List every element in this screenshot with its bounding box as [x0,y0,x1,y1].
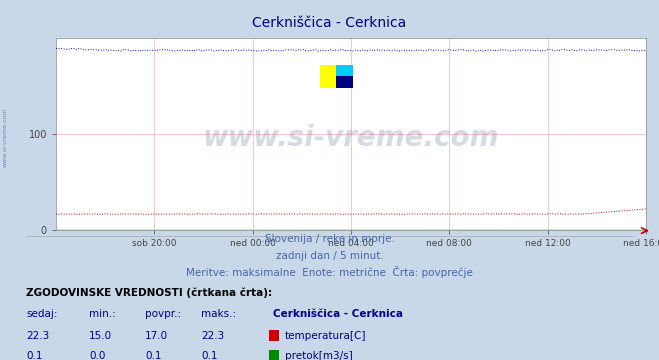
Text: 22.3: 22.3 [201,331,224,341]
Text: povpr.:: povpr.: [145,309,181,319]
Bar [336,76,353,88]
Text: www.si-vreme.com: www.si-vreme.com [3,107,8,167]
Text: ZGODOVINSKE VREDNOSTI (črtkana črta):: ZGODOVINSKE VREDNOSTI (črtkana črta): [26,287,272,298]
Text: 0.1: 0.1 [145,351,161,360]
Text: 22.3: 22.3 [26,331,49,341]
Text: www.si-vreme.com: www.si-vreme.com [203,124,499,152]
Text: Slovenija / reke in morje.: Slovenija / reke in morje. [264,234,395,244]
Text: zadnji dan / 5 minut.: zadnji dan / 5 minut. [275,251,384,261]
Text: 0.1: 0.1 [201,351,217,360]
Text: 0.1: 0.1 [26,351,43,360]
Text: 17.0: 17.0 [145,331,168,341]
Text: temperatura[C]: temperatura[C] [285,331,366,341]
Text: Cerkniščica - Cerknica: Cerkniščica - Cerknica [273,309,403,319]
Text: Cerkniščica - Cerknica: Cerkniščica - Cerknica [252,16,407,30]
Text: 0.0: 0.0 [89,351,105,360]
Text: sedaj:: sedaj: [26,309,58,319]
Text: pretok[m3/s]: pretok[m3/s] [285,351,353,360]
Text: Meritve: maksimalne  Enote: metrične  Črta: povprečje: Meritve: maksimalne Enote: metrične Črta… [186,266,473,279]
Text: maks.:: maks.: [201,309,236,319]
Bar [320,65,336,88]
Bar [336,65,353,76]
Text: 15.0: 15.0 [89,331,112,341]
Text: min.:: min.: [89,309,116,319]
